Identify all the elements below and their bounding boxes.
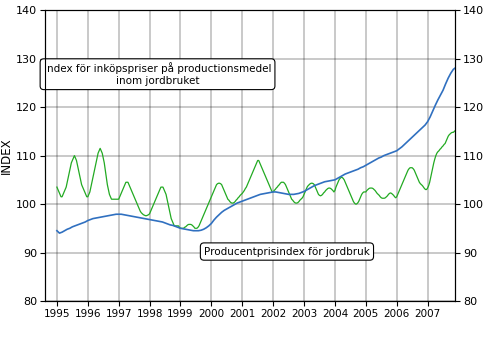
Text: Producentprisindex för jordbruk: Producentprisindex för jordbruk (204, 247, 370, 256)
Y-axis label: INDEX: INDEX (0, 137, 13, 174)
Text: Index för inköpspriser på productionsmedel
inom jordbruket: Index för inköpspriser på productionsmed… (44, 63, 271, 86)
